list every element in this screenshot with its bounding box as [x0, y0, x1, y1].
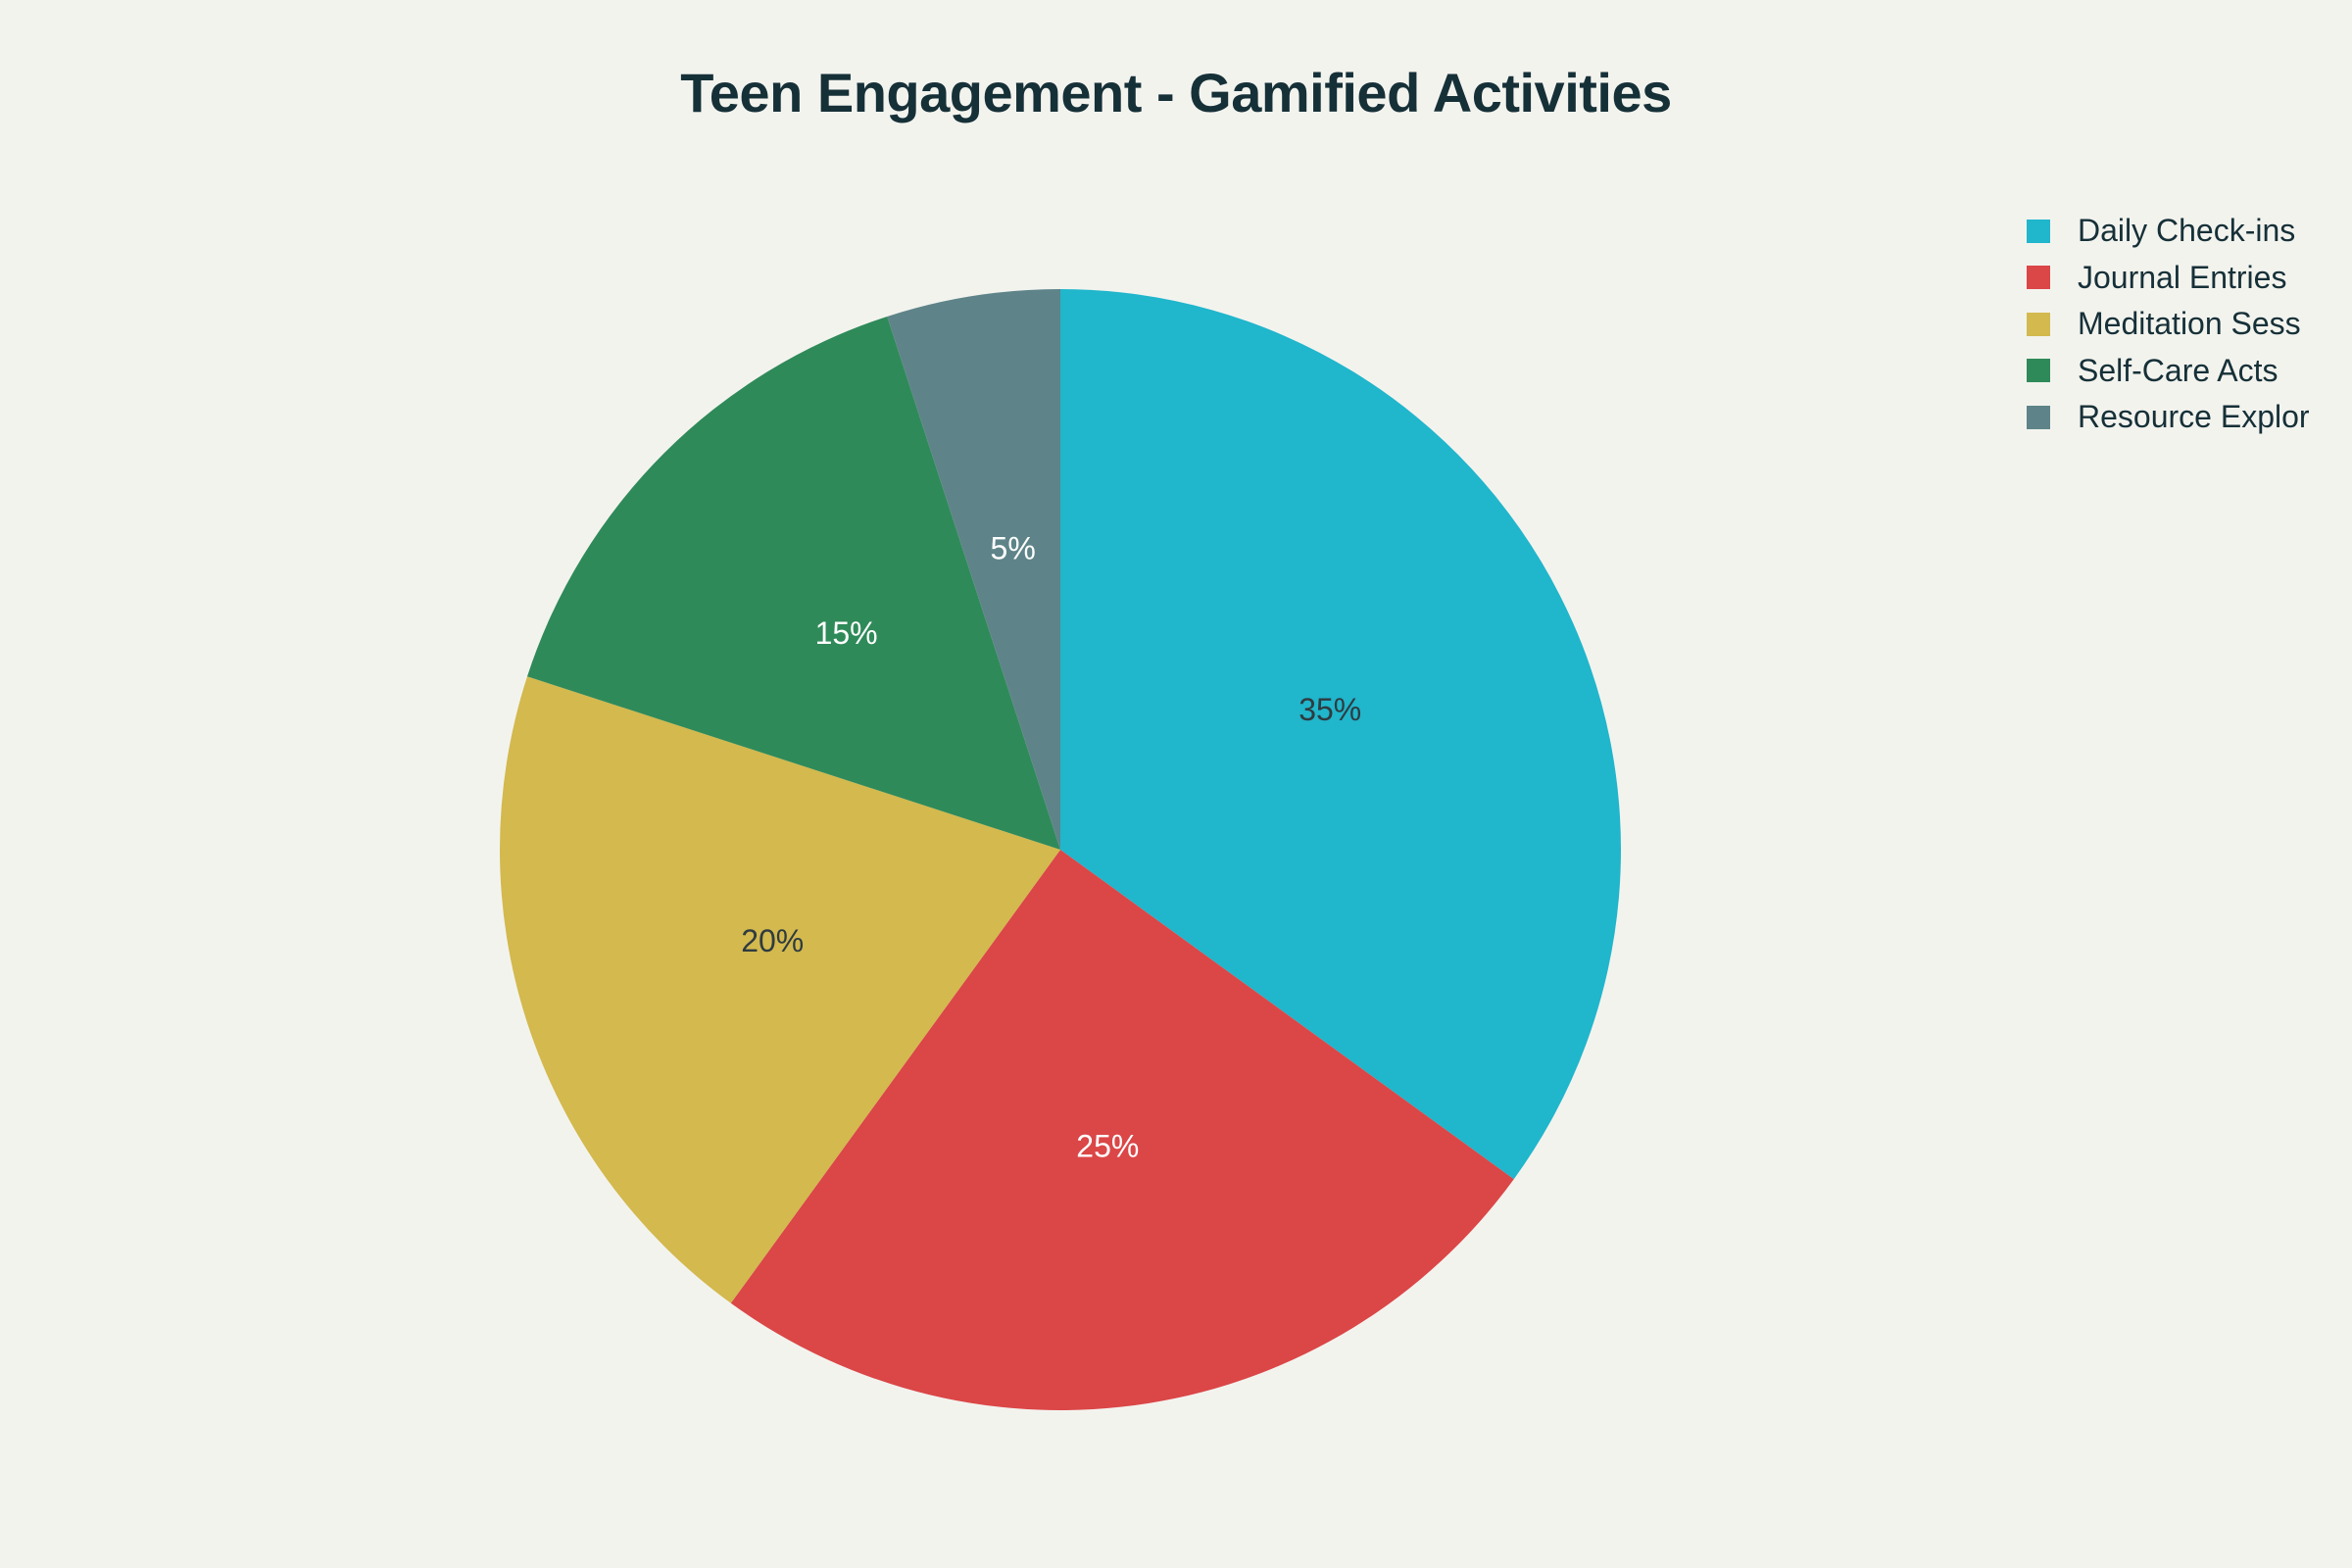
legend-item[interactable]: Meditation Sess [2027, 301, 2350, 348]
legend-item[interactable]: Resource Explor [2027, 394, 2350, 441]
legend-item[interactable]: Daily Check-ins [2027, 208, 2350, 255]
slice-label-5: 5% [991, 530, 1036, 565]
legend-swatch [2027, 312, 2050, 336]
legend-swatch [2027, 405, 2050, 429]
slice-label-4: 15% [815, 615, 878, 651]
legend-item[interactable]: Self-Care Acts [2027, 348, 2350, 395]
pie-slice-4 [526, 316, 1060, 850]
legend-label: Daily Check-ins [2078, 213, 2296, 249]
slice-label-1: 35% [1298, 692, 1361, 727]
pie-slice-5 [887, 289, 1060, 850]
slice-label-3: 20% [741, 923, 804, 958]
legend-swatch [2027, 359, 2050, 383]
pie-slice-1 [1060, 289, 1621, 1180]
chart-title: Teen Engagement - Gamified Activities [680, 62, 1672, 123]
legend-label: Journal Entries [2078, 259, 2287, 295]
legend: Daily Check-ins Journal Entries Meditation… [2027, 208, 2350, 441]
legend-label: Resource Explor [2078, 399, 2310, 435]
legend-swatch [2027, 219, 2050, 243]
pie-slice-3 [500, 676, 1060, 1303]
legend-item[interactable]: Journal Entries [2027, 255, 2350, 302]
legend-label: Self-Care Acts [2078, 352, 2278, 388]
legend-label: Meditation Sess [2078, 306, 2301, 342]
pie-slice-2 [730, 850, 1514, 1410]
legend-swatch [2027, 266, 2050, 290]
slice-label-2: 25% [1076, 1129, 1139, 1164]
